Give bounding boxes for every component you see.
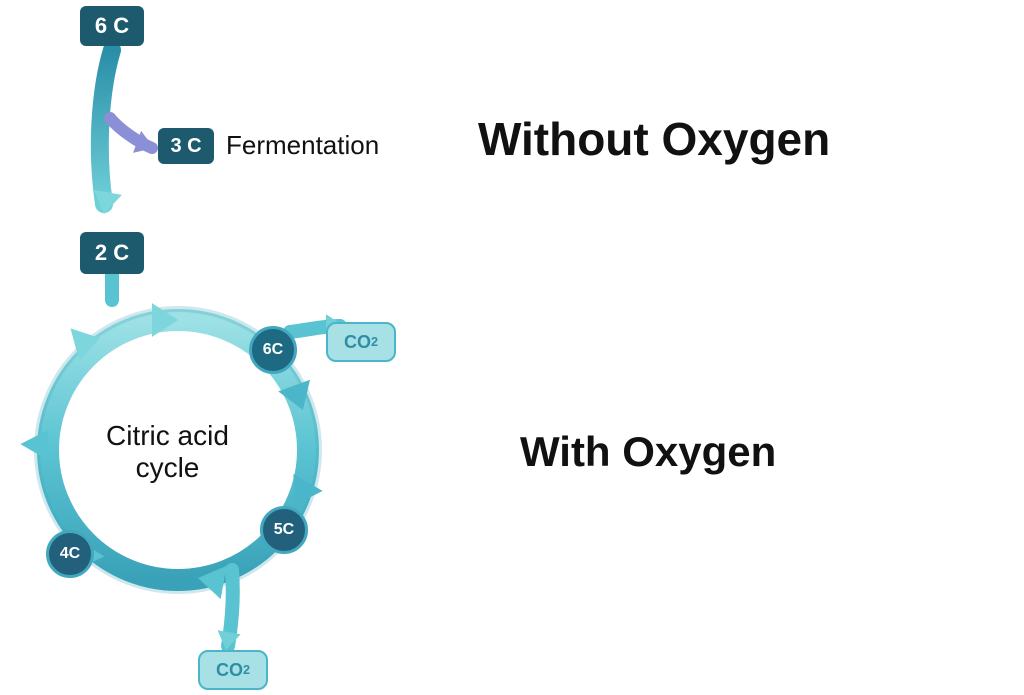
- label-with-oxygen: With Oxygen: [520, 428, 776, 476]
- node-4c: 4C: [46, 530, 94, 578]
- cycle-label-line1: Citric acid: [106, 420, 229, 451]
- box-6c: 6 C: [80, 6, 144, 46]
- node-6c: 6C: [249, 326, 297, 374]
- pill-co2-top: CO2: [326, 322, 396, 362]
- cycle-label-line2: cycle: [136, 452, 200, 483]
- box-3c-label: 3 C: [170, 135, 201, 158]
- box-2c: 2 C: [80, 232, 144, 274]
- box-3c: 3 C: [158, 128, 214, 164]
- label-citric-acid-cycle: Citric acid cycle: [106, 420, 229, 484]
- label-fermentation: Fermentation: [226, 130, 379, 161]
- box-2c-label: 2 C: [95, 240, 129, 266]
- pill-co2-bottom: CO2: [198, 650, 268, 690]
- diagram-stage: 6 C 3 C 2 C Fermentation Without Oxygen …: [0, 0, 1024, 695]
- label-without-oxygen: Without Oxygen: [478, 112, 830, 166]
- node-5c-label: 5C: [274, 521, 294, 539]
- node-5c: 5C: [260, 506, 308, 554]
- diagram-svg: [0, 0, 1024, 695]
- node-6c-label: 6C: [263, 341, 283, 359]
- node-4c-label: 4C: [60, 545, 80, 563]
- box-6c-label: 6 C: [95, 13, 129, 39]
